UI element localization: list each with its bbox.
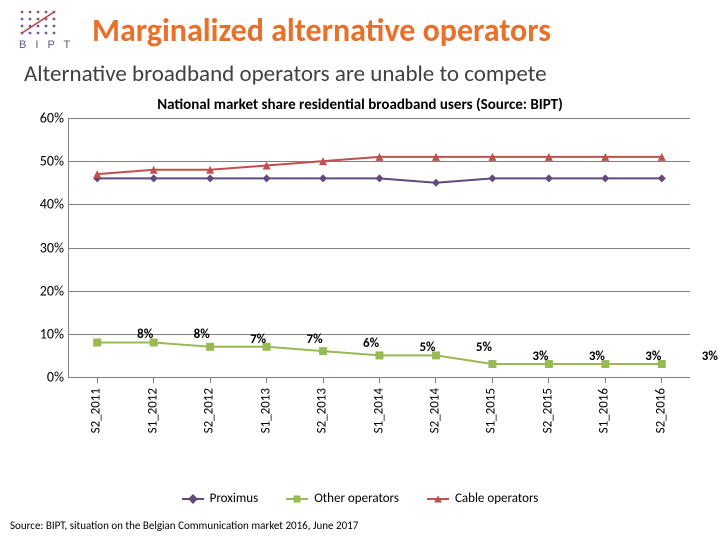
legend-label: Other operators [314,491,399,506]
legend-item: Cable operators [427,491,538,506]
x-tick-label: S2_2014 [427,388,442,433]
x-tick-label: S1_2014 [371,388,386,433]
y-tick-label: 30% [20,239,64,256]
series-marker [488,174,496,182]
series-marker [93,338,101,346]
x-tick-label: S2_2016 [653,388,668,433]
y-tick-label: 20% [20,282,64,299]
chart-area: 0%10%20%30%40%50%60% 8%8%7%7%6%5%5%3%3%3… [20,118,690,398]
x-tick-label: S2_2015 [540,388,555,433]
series-marker [206,343,214,351]
x-axis-labels: S2_2011 S1_2012 S2_2012 S1_2013 S2_2013 S1_20… [68,380,690,468]
y-tick-label: 0% [20,369,64,386]
page-title: Marginalized alternative operators [92,11,551,50]
chart-title: National market share residential broadb… [0,90,720,118]
legend-item: Other operators [286,491,399,506]
data-label: 7% [307,332,323,347]
data-label: 3% [589,349,605,364]
x-tick-label: S2_2011 [89,388,104,433]
data-label: 3% [702,349,718,364]
x-tick-label: S1_2016 [597,388,612,433]
legend-label: Cable operators [455,491,538,506]
series-marker [319,347,327,355]
series-marker [263,174,271,182]
source-note: Source: BIPT, situation on the Belgian C… [10,519,358,532]
series-marker [376,351,384,359]
series-marker [488,360,496,368]
x-tick-label: S1_2013 [258,388,273,433]
series-marker [432,179,440,187]
data-label: 5% [476,340,492,355]
legend-label: Proximus [210,491,259,506]
y-tick-label: 50% [20,153,64,170]
data-label: 5% [419,340,435,355]
x-tick-label: S1_2015 [484,388,499,433]
x-tick-label: S2_2012 [202,388,217,433]
series-marker [658,174,666,182]
header: B I P T Marginalized alternative operato… [0,0,720,56]
chart-plot: 8%8%7%7%6%5%5%3%3%3%3% [68,118,690,378]
chart-legend: Proximus Other operators Cable operators [0,491,720,506]
x-tick-label: S2_2013 [315,388,330,433]
legend-item: Proximus [182,491,259,506]
y-tick-label: 40% [20,196,64,213]
y-tick-label: 10% [20,325,64,342]
subtitle: Alternative broadband operators are unab… [0,56,720,90]
series-marker [206,174,214,182]
data-label: 6% [363,336,379,351]
data-label: 3% [645,349,661,364]
series-marker [545,174,553,182]
svg-text:B I P T: B I P T [19,39,72,51]
data-label: 8% [194,327,210,342]
y-tick-label: 60% [20,110,64,127]
x-tick-label: S1_2012 [145,388,160,433]
data-label: 7% [250,332,266,347]
series-marker [376,174,384,182]
series-marker [150,174,158,182]
series-marker [601,174,609,182]
data-label: 8% [137,327,153,342]
data-label: 3% [532,349,548,364]
series-marker [319,174,327,182]
bipt-logo: B I P T [16,8,72,52]
